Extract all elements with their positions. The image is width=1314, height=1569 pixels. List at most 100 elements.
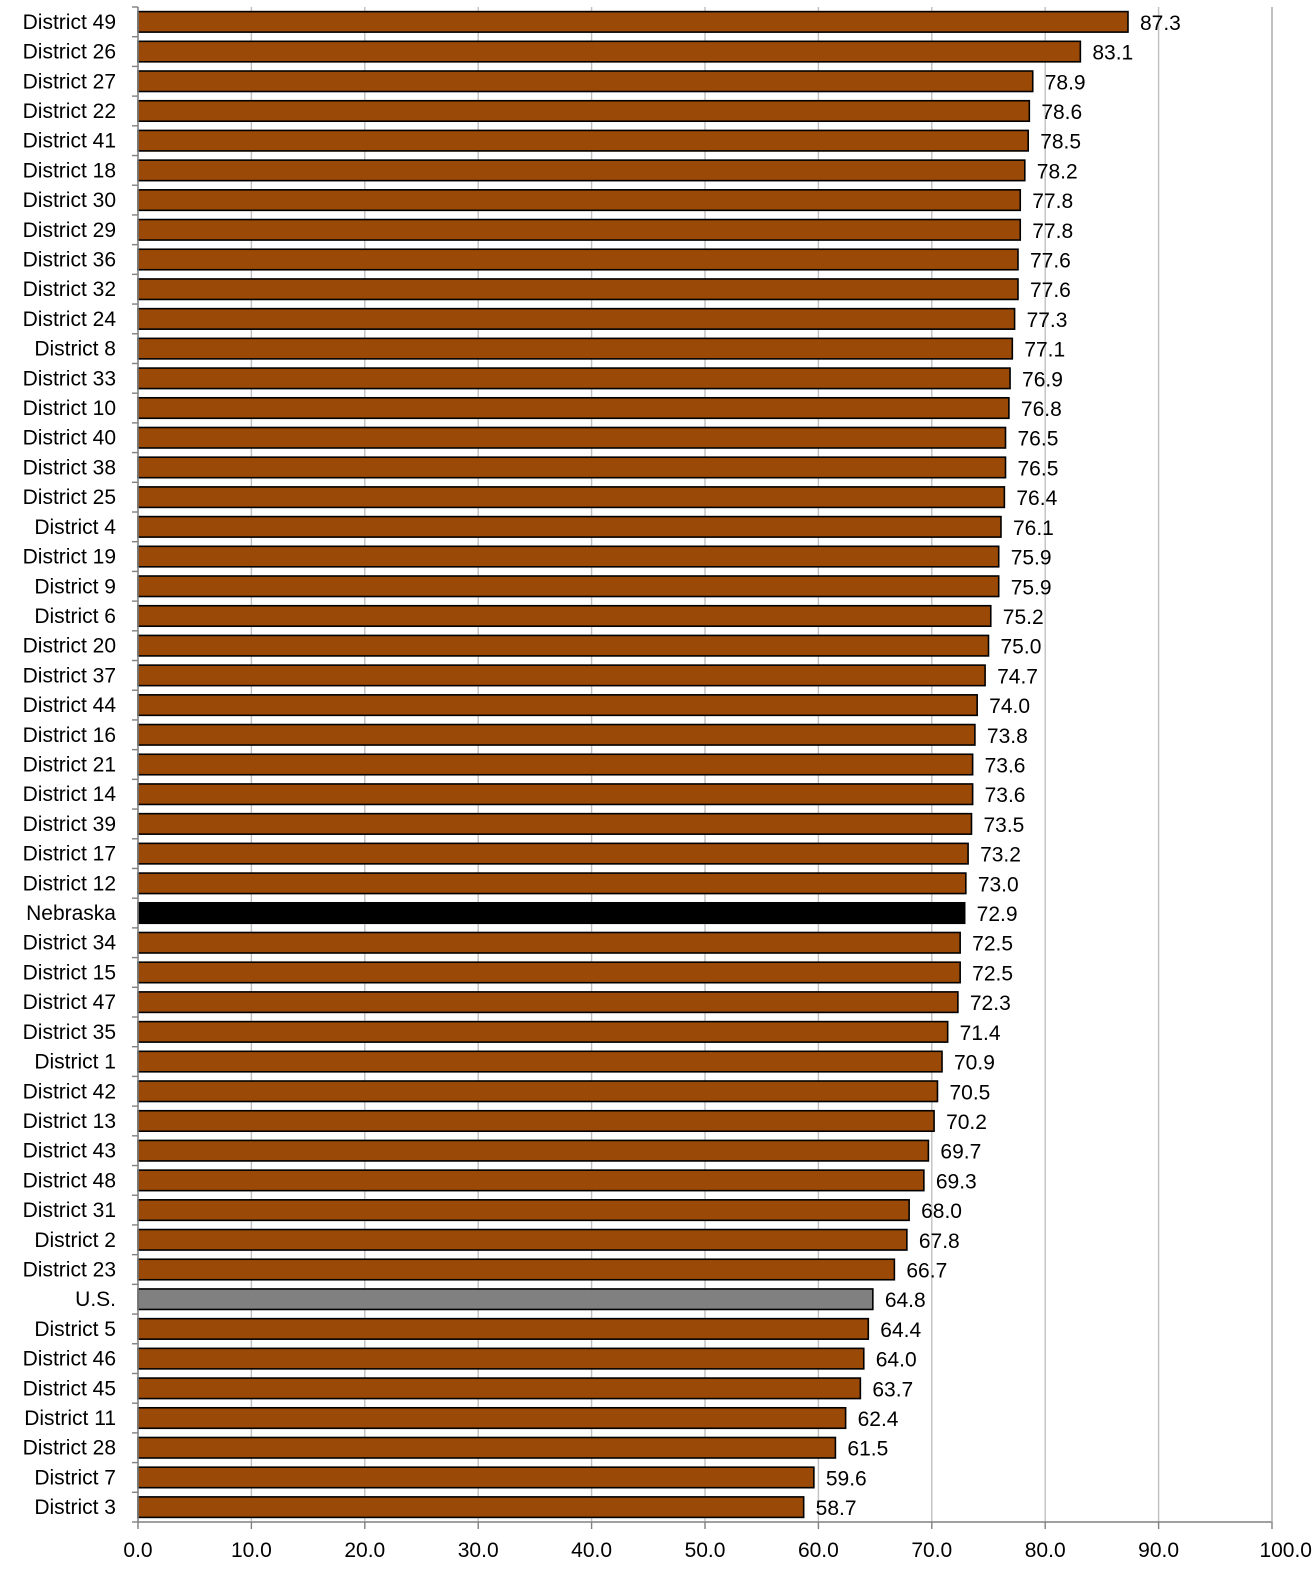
x-tick-label: 90.0 [1138,1539,1179,1562]
data-label: 72.3 [970,992,1011,1015]
category-label: District 3 [34,1496,116,1519]
category-label: District 9 [34,575,116,598]
category-label: District 41 [23,130,116,153]
bar [137,1347,865,1370]
category-label: District 40 [23,427,116,450]
bar [137,515,1002,538]
data-label: 78.2 [1037,160,1078,183]
bar [137,723,976,746]
bar [137,40,1082,63]
bar [137,575,1000,598]
bar [137,1377,862,1400]
bar [137,545,1000,568]
data-label: 66.7 [906,1260,947,1283]
bar [137,337,1014,360]
category-label: District 39 [23,813,116,836]
data-label: 77.1 [1024,339,1065,362]
bar [137,1020,949,1043]
category-label: District 19 [23,546,116,569]
category-label: District 35 [23,1021,116,1044]
data-label: 76.4 [1016,487,1057,510]
data-label: 76.1 [1013,517,1054,540]
bar [137,1496,805,1519]
category-label: District 17 [23,843,116,866]
category-label: District 8 [34,338,116,361]
category-label: District 23 [23,1259,116,1282]
data-label: 76.5 [1018,457,1059,480]
bar [137,129,1029,152]
bar [137,1080,939,1103]
bar [137,367,1011,390]
bar [137,189,1022,212]
data-label: 77.6 [1030,279,1071,302]
category-label: District 44 [23,694,117,717]
bar [137,1258,896,1281]
data-label: 68.0 [921,1200,962,1223]
data-label: 64.4 [880,1319,921,1342]
bar [137,634,990,657]
data-label: 75.2 [1003,606,1044,629]
data-label: 78.5 [1040,131,1081,154]
x-tick-label: 40.0 [571,1539,612,1562]
data-label: 72.5 [972,933,1013,956]
category-label: U.S. [75,1288,116,1311]
category-label: District 2 [34,1229,116,1252]
data-label: 87.3 [1140,12,1181,35]
data-label: 75.0 [1001,636,1042,659]
category-label: District 1 [34,1051,116,1074]
bar [137,753,974,776]
category-label: District 12 [23,872,116,895]
data-label: 77.8 [1032,190,1073,213]
data-label: 72.9 [977,903,1018,926]
x-tick-label: 0.0 [123,1539,152,1562]
bar [137,278,1019,301]
data-label: 73.2 [980,844,1021,867]
bar [137,10,1129,33]
bar [137,901,966,925]
data-label: 70.2 [946,1111,987,1134]
bar [137,1317,870,1340]
category-label: District 31 [23,1199,116,1222]
axes [132,6,1273,1529]
category-label: District 47 [23,991,116,1014]
x-tick-label: 60.0 [798,1539,839,1562]
data-label: 74.0 [989,695,1030,718]
bar [137,1288,874,1311]
data-label: 75.9 [1011,576,1052,599]
category-label: District 20 [23,635,116,658]
category-label: District 28 [23,1437,116,1460]
bar [137,1436,837,1459]
bar [137,99,1031,123]
data-label: 73.5 [983,814,1024,837]
data-label: 70.5 [949,1081,990,1104]
data-label: 59.6 [826,1467,867,1490]
data-label: 63.7 [872,1378,913,1401]
bar [137,783,974,806]
category-label: District 48 [23,1169,116,1192]
category-label: Nebraska [26,902,116,925]
x-tick-label: 10.0 [231,1539,272,1562]
data-label: 64.0 [876,1349,917,1372]
data-label: 67.8 [919,1230,960,1253]
data-label: 72.5 [972,962,1013,985]
category-label: District 36 [23,249,116,272]
bar [137,70,1034,93]
category-label: District 43 [23,1140,116,1163]
category-label: District 25 [23,486,116,509]
data-label: 77.3 [1027,309,1068,332]
data-label: 64.8 [885,1289,926,1312]
bar [137,1139,930,1162]
bar [137,812,973,835]
x-tick-label: 70.0 [911,1539,952,1562]
category-label: District 6 [34,605,116,628]
data-label: 69.3 [936,1170,977,1193]
category-label: District 24 [23,308,117,331]
bar [137,456,1007,479]
bar [137,396,1010,420]
data-label: 78.6 [1041,101,1082,124]
data-label: 76.8 [1021,398,1062,421]
bar [137,1169,925,1192]
category-label: District 49 [23,11,116,34]
category-label: District 46 [23,1348,116,1371]
